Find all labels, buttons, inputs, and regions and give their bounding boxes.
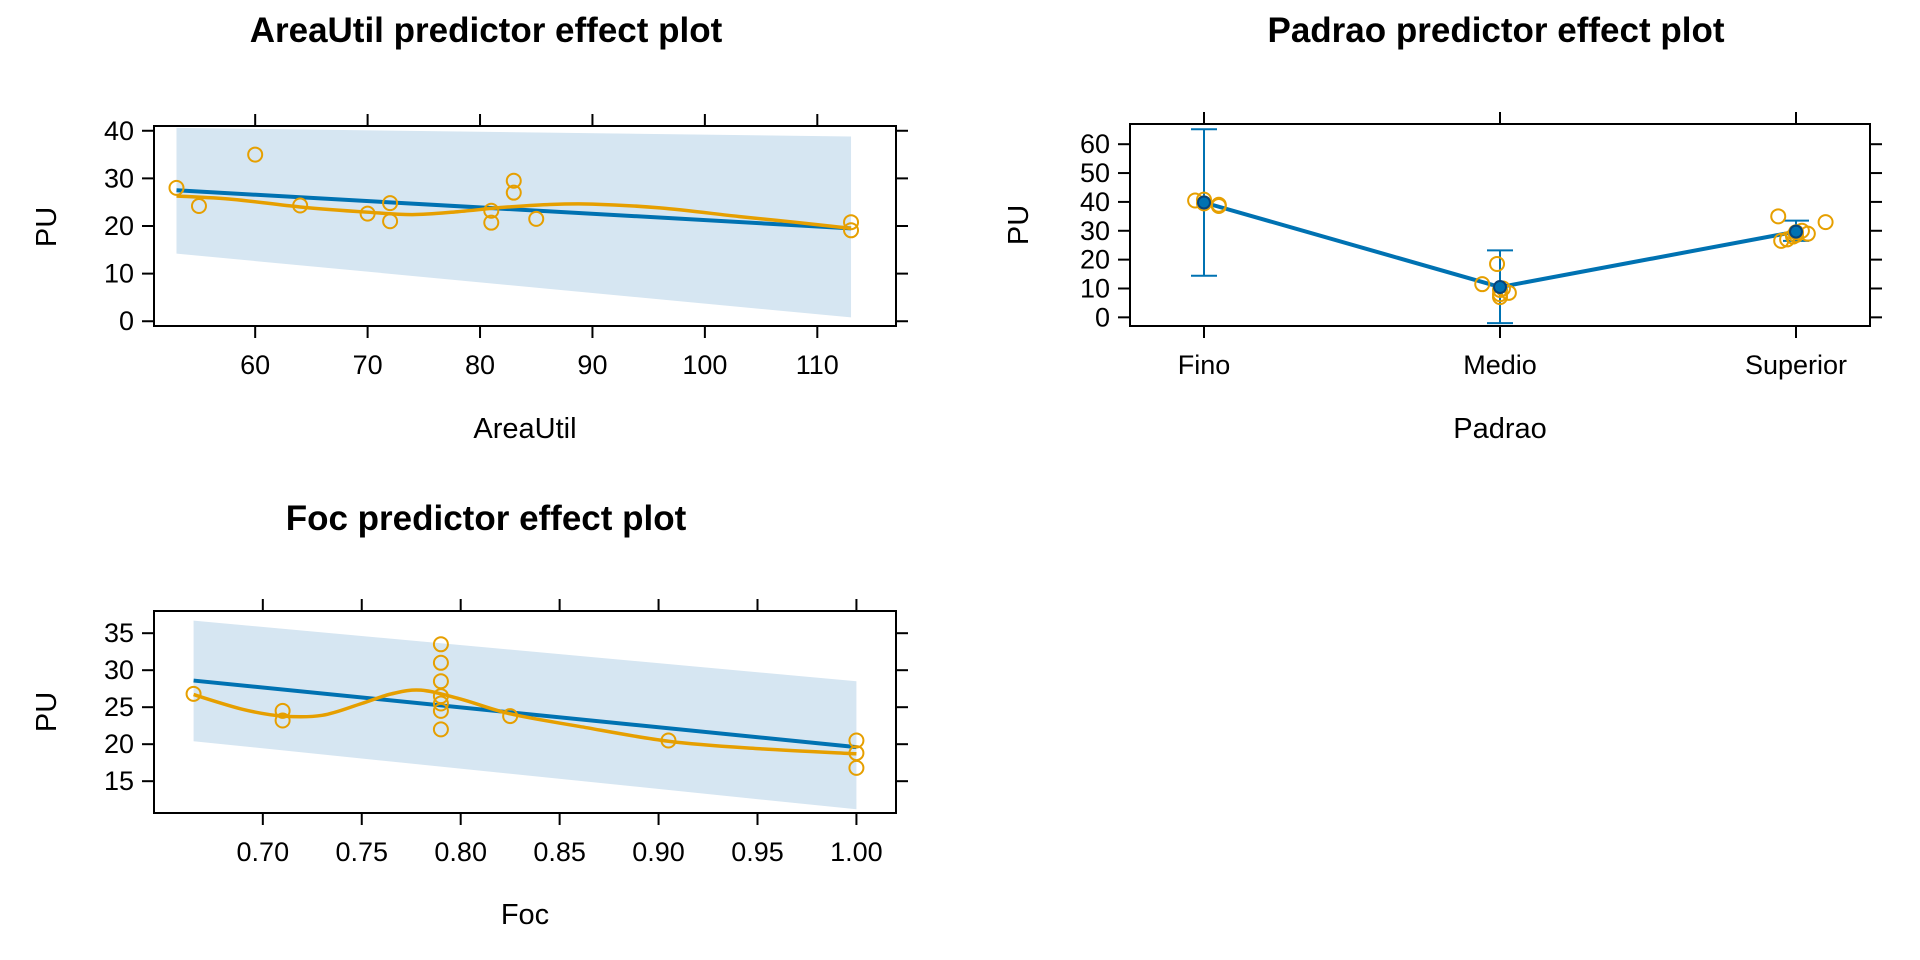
foc-y-tick-label: 30 [104, 655, 134, 685]
areautil-x-axis-label: AreaUtil [473, 413, 576, 445]
padrao-y-tick-label: 30 [1080, 216, 1110, 246]
areautil-partial-residual-point [483, 214, 500, 231]
foc-effect-panel: Foc predictor effect plot Foc PU 15 20 25 3… [31, 499, 908, 931]
foc-y-tick-label: 25 [104, 692, 134, 722]
foc-x-tick-label: 0.70 [237, 837, 290, 867]
areautil-x-tick-label: 80 [465, 350, 495, 380]
areautil-partial-residual-point [359, 205, 376, 222]
areautil-effect-panel: AreaUtil predictor effect plot AreaUtil … [31, 11, 908, 445]
foc-partial-residual-point [432, 688, 449, 705]
padrao-y-tick-label: 20 [1080, 245, 1110, 275]
areautil-x-tick-label: 90 [577, 350, 607, 380]
foc-partial-residual-point [274, 702, 291, 719]
areautil-x-tick-label: 60 [240, 350, 270, 380]
foc-plot-frame [153, 610, 897, 814]
areautil-x-tick-label: 70 [353, 350, 383, 380]
padrao-partial-residual-point [1474, 276, 1491, 293]
foc-partial-residual-point [660, 732, 677, 749]
padrao-y-tick-label: 60 [1080, 129, 1110, 159]
padrao-partial-residual-point [1489, 255, 1506, 272]
padrao-x-axis-label: Padrao [1453, 413, 1547, 445]
areautil-partial-residual-point [247, 146, 264, 163]
foc-y-tick-label: 35 [104, 618, 134, 648]
areautil-partial-residual-point [382, 195, 399, 212]
foc-fitted-line [193, 678, 857, 750]
areautil-partial-residual-point [843, 222, 860, 239]
foc-y-axis-label: PU [31, 692, 63, 732]
foc-partial-residual-point [502, 708, 519, 725]
areautil-smooth-line [176, 194, 852, 231]
areautil-partial-residual-point [505, 172, 522, 189]
padrao-effect-panel: Padrao predictor effect plot Padrao PU 0… [1003, 11, 1882, 445]
areautil-y-tick-label: 30 [104, 163, 134, 193]
padrao-partial-residual-point [1770, 208, 1787, 225]
areautil-confidence-band [176, 127, 852, 318]
foc-x-tick-label: 0.95 [731, 837, 784, 867]
areautil-x-tick-label: 110 [796, 350, 839, 380]
areautil-partial-residual-point [168, 179, 185, 196]
areautil-y-axis-label: PU [31, 207, 63, 247]
areautil-y-tick-label: 20 [104, 211, 134, 241]
areautil-partial-residual-point [190, 198, 207, 214]
padrao-partial-residual-point [1210, 197, 1227, 214]
foc-y-tick-label: 20 [104, 729, 134, 759]
foc-x-tick-label: 0.90 [632, 837, 685, 867]
padrao-y-tick-label: 40 [1080, 187, 1110, 217]
padrao-y-tick-label: 10 [1080, 273, 1110, 303]
areautil-partial-residual-point [843, 214, 860, 231]
foc-partial-residual-point [185, 685, 202, 702]
padrao-mean-point [1197, 195, 1211, 210]
foc-x-tick-label: 0.80 [434, 837, 487, 867]
areautil-partial-residual-point [382, 213, 399, 230]
padrao-category-label: Superior [1745, 350, 1847, 380]
foc-x-tick-label: 1.00 [830, 837, 883, 867]
foc-partial-residual-point [432, 654, 449, 671]
areautil-partial-residual-point [505, 184, 522, 201]
areautil-partial-residual-point [483, 202, 500, 219]
areautil-x-tick-label: 100 [682, 350, 727, 380]
foc-y-tick-label: 15 [104, 766, 134, 796]
areautil-partial-residual-point [292, 197, 309, 214]
areautil-partial-residual-point [528, 210, 545, 227]
foc-x-tick-label: 0.85 [533, 837, 586, 867]
foc-partial-residual-point [432, 721, 449, 738]
areautil-y-tick-label: 0 [119, 306, 134, 336]
areautil-y-tick-label: 40 [104, 116, 134, 146]
padrao-plot-title: Padrao predictor effect plot [1267, 11, 1724, 50]
foc-plot-title: Foc predictor effect plot [286, 499, 687, 538]
padrao-category-label: Medio [1463, 350, 1537, 380]
padrao-partial-residual-point [1817, 214, 1834, 231]
areautil-plot-title: AreaUtil predictor effect plot [250, 11, 723, 50]
padrao-y-tick-label: 50 [1080, 158, 1110, 188]
foc-partial-residual-point [848, 732, 865, 749]
foc-partial-residual-point [274, 712, 291, 729]
foc-x-tick-label: 0.75 [335, 837, 388, 867]
padrao-mean-point [1493, 280, 1507, 295]
padrao-mean-point [1789, 224, 1803, 239]
areautil-y-tick-label: 10 [104, 259, 134, 289]
foc-partial-residual-point [432, 695, 449, 712]
padrao-category-label: Fino [1178, 350, 1231, 380]
padrao-y-tick-label: 0 [1095, 302, 1110, 332]
foc-partial-residual-point [848, 759, 865, 776]
padrao-y-axis-label: PU [1003, 205, 1035, 245]
foc-partial-residual-point [432, 636, 449, 653]
foc-x-axis-label: Foc [501, 899, 549, 931]
areautil-fitted-line [176, 188, 852, 231]
foc-smooth-line [193, 688, 857, 756]
